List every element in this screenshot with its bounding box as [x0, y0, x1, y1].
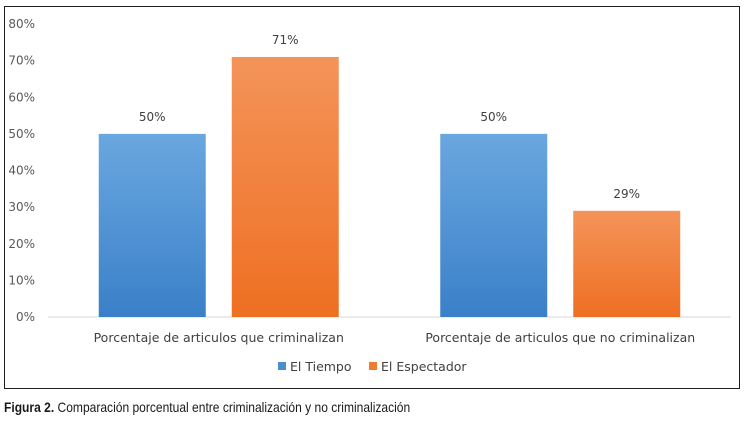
bar-chart: 0%10%20%30%40%50%60%70%80% 50%71%50%29% … [8, 17, 731, 374]
caption-label: Figura 2. [4, 399, 55, 415]
bar-el-espectador [231, 56, 339, 318]
y-tick-label: 20% [8, 237, 35, 251]
y-tick-label: 40% [8, 164, 35, 178]
figure-caption: Figura 2. Comparación porcentual entre c… [4, 399, 410, 415]
legend-swatch [278, 362, 286, 370]
legend-label: El Tiempo [290, 359, 352, 374]
legend-label: El Espectador [381, 359, 467, 374]
bar-el-tiempo [98, 133, 206, 317]
caption-text: Comparación porcentual entre criminaliza… [54, 399, 411, 415]
category-label: Porcentaje de articulos que criminalizan [94, 330, 344, 345]
y-tick-label: 50% [8, 127, 35, 141]
category-label: Porcentaje de articulos que no criminali… [425, 330, 695, 345]
legend-swatch [369, 362, 377, 370]
data-label: 50% [480, 110, 507, 124]
bar-el-espectador [573, 210, 681, 317]
legend: El Tiempo El Espectador [278, 359, 467, 374]
y-tick-label: 70% [8, 54, 35, 68]
data-label: 29% [613, 187, 640, 201]
y-tick-label: 10% [8, 273, 35, 287]
data-label: 50% [139, 110, 166, 124]
data-labels: 50% 71% 50% 29% [139, 33, 640, 201]
bar-el-tiempo [440, 133, 548, 317]
chart-frame: 0% 10% 20% 30% 40% 50% 60% 70% 80% 50% 71% 50% 29% … [4, 6, 740, 389]
data-label: 71% [272, 33, 299, 47]
category-labels: Porcentaje de articulos que criminalizan… [94, 330, 696, 345]
y-tick-label: 60% [8, 90, 35, 104]
y-axis: 0% 10% 20% 30% 40% 50% 60% 70% 80% [8, 17, 35, 324]
y-tick-label: 80% [8, 17, 35, 31]
bars [98, 56, 681, 318]
y-tick-label: 0% [16, 310, 35, 324]
y-tick-label: 30% [8, 200, 35, 214]
